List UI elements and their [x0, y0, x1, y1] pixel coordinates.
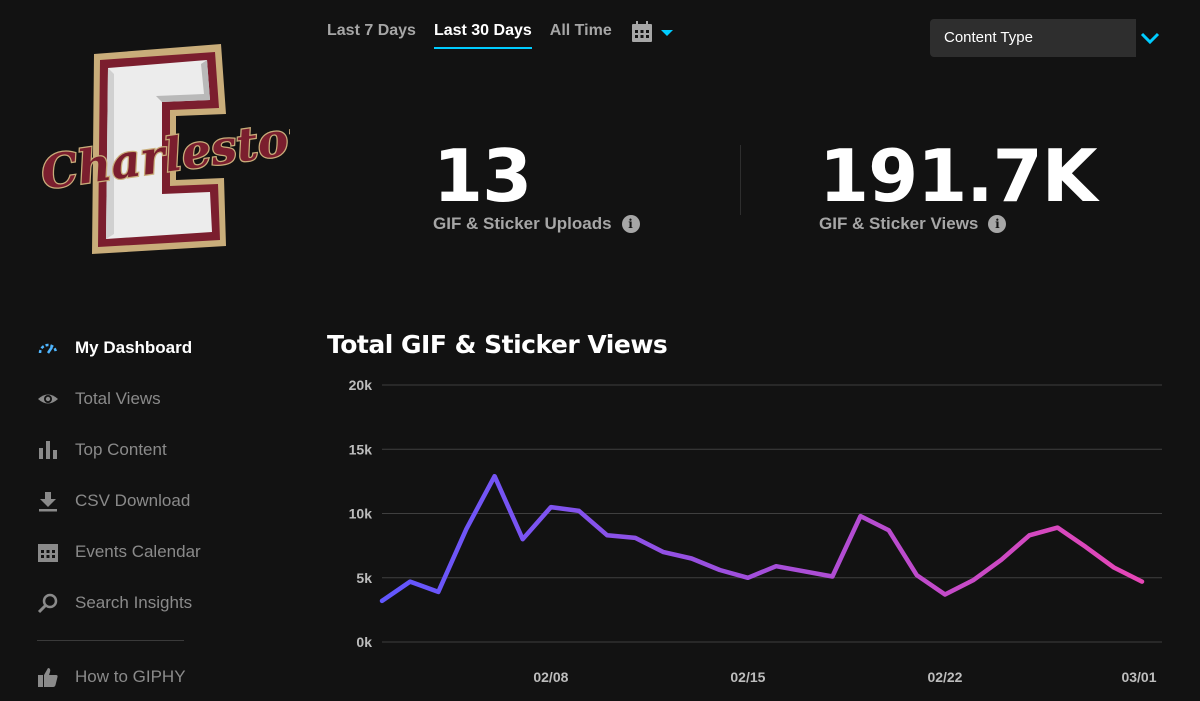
sidebar-item-label: How to GIPHY	[75, 666, 186, 686]
data-point[interactable]	[605, 533, 609, 537]
data-point[interactable]	[943, 592, 947, 596]
sidebar-item-label: Total Views	[75, 388, 161, 408]
x-tick-label: 02/15	[730, 669, 765, 685]
sidebar-item-my-dashboard[interactable]: My Dashboard	[37, 322, 192, 373]
sidebar-item-top-content[interactable]: Top Content	[37, 424, 187, 475]
bar-chart-icon	[37, 439, 59, 461]
sidebar-nav: My Dashboard Total Views Top Content CSV…	[37, 322, 201, 701]
sidebar-item-search-insights[interactable]: Search Insights	[37, 577, 192, 628]
data-point[interactable]	[1055, 525, 1059, 529]
y-tick-label: 10k	[349, 506, 373, 522]
data-point[interactable]	[718, 568, 722, 572]
data-point[interactable]	[689, 556, 693, 560]
data-point[interactable]	[380, 599, 384, 603]
download-icon	[37, 490, 59, 512]
data-point[interactable]	[408, 579, 412, 583]
gauge-icon	[37, 337, 59, 359]
data-point[interactable]	[549, 505, 553, 509]
data-point[interactable]	[802, 569, 806, 573]
y-tick-label: 0k	[356, 634, 372, 650]
caret-down-icon	[660, 30, 673, 36]
sidebar-divider	[37, 640, 184, 641]
data-point[interactable]	[999, 558, 1003, 562]
sidebar-item-label: Top Content	[75, 439, 167, 459]
chevron-down-icon	[1136, 19, 1164, 57]
uploads-stat: 13 GIF & Sticker Uploads i	[433, 140, 640, 234]
views-line-chart: 0k 5k 10k 15k 20k 02/08 02/15 02/22 03/01	[349, 377, 1162, 685]
data-point[interactable]	[577, 509, 581, 513]
sidebar-item-total-views[interactable]: Total Views	[37, 373, 187, 424]
x-tick-label: 03/01	[1121, 669, 1156, 685]
data-point[interactable]	[1084, 545, 1088, 549]
sidebar-item-label: My Dashboard	[75, 337, 193, 357]
data-point[interactable]	[886, 528, 890, 532]
date-range-tabs: Last 7 Days Last 30 Days All Time	[327, 20, 680, 49]
thumbs-up-icon	[37, 666, 59, 688]
eye-icon	[37, 388, 59, 410]
y-tick-label: 20k	[349, 377, 373, 393]
data-point[interactable]	[915, 573, 919, 577]
search-icon	[37, 592, 59, 614]
data-point[interactable]	[633, 536, 637, 540]
data-point[interactable]	[492, 474, 496, 478]
sidebar-item-label: CSV Download	[75, 490, 191, 510]
data-point[interactable]	[858, 514, 862, 518]
y-tick-label: 15k	[349, 441, 373, 457]
tab-last-30-days[interactable]: Last 30 Days	[433, 22, 532, 49]
data-point[interactable]	[1140, 579, 1144, 583]
content-type-dropdown[interactable]: Content Type	[930, 19, 1164, 57]
x-tick-label: 02/08	[533, 669, 568, 685]
data-point[interactable]	[661, 550, 665, 554]
y-tick-label: 5k	[356, 570, 372, 586]
chart-title: Total GIF & Sticker Views	[327, 330, 668, 359]
tab-last-7-days[interactable]: Last 7 Days	[327, 22, 416, 39]
data-point[interactable]	[521, 537, 525, 541]
data-point[interactable]	[1112, 565, 1116, 569]
sidebar-item-how-to-giphy[interactable]: How to GIPHY	[37, 651, 187, 701]
content-type-label: Content Type	[930, 19, 1136, 57]
sidebar-item-label: Search Insights	[75, 592, 193, 612]
data-point[interactable]	[1027, 533, 1031, 537]
views-stat: 191.7K GIF & Sticker Views i	[819, 134, 1098, 234]
uploads-label: GIF & Sticker Uploads	[433, 214, 612, 233]
uploads-count: 13	[433, 134, 532, 218]
views-count: 191.7K	[819, 134, 1098, 218]
custom-date-button[interactable]	[630, 20, 680, 44]
views-label: GIF & Sticker Views	[819, 214, 979, 233]
calendar-icon	[631, 21, 652, 42]
views-series-line	[379, 473, 1145, 604]
x-tick-label: 02/22	[927, 669, 962, 685]
sidebar-item-label: Events Calendar	[75, 541, 201, 561]
data-point[interactable]	[830, 574, 834, 578]
charleston-logo: Charleston	[36, 44, 326, 256]
info-icon[interactable]: i	[988, 215, 1007, 233]
data-point[interactable]	[774, 564, 778, 568]
stat-divider	[740, 145, 741, 215]
data-point[interactable]	[436, 590, 440, 594]
info-icon[interactable]: i	[621, 215, 640, 233]
data-point[interactable]	[746, 576, 750, 580]
data-point[interactable]	[464, 527, 468, 531]
sidebar-item-events-calendar[interactable]: Events Calendar	[37, 526, 201, 577]
calendar-icon	[37, 541, 59, 563]
data-point[interactable]	[971, 578, 975, 582]
sidebar-item-csv-download[interactable]: CSV Download	[37, 475, 191, 526]
tab-all-time[interactable]: All Time	[549, 22, 612, 39]
